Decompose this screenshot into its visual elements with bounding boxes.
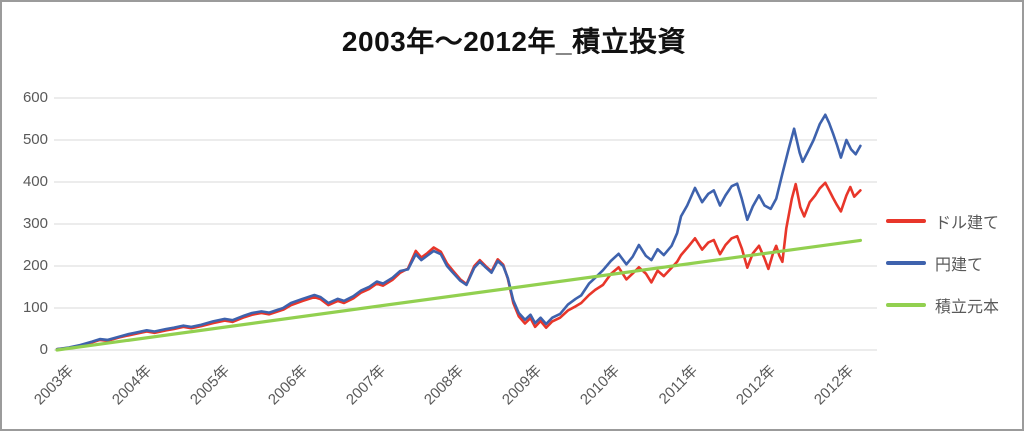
plot-area [54,97,877,352]
legend-label: 積立元本 [935,299,1000,316]
legend-label: ドル建て [935,215,1000,232]
series-line-円建て [55,113,862,351]
x-axis-label: 2007年 [342,362,390,409]
legend-item: 積立元本 [886,284,999,326]
legend-item: ドル建て [886,200,999,242]
legend-label: 円建て [935,257,984,274]
legend-swatch-icon [886,303,926,307]
x-axis-label: 2009年 [498,362,546,409]
x-axis-label: 2008年 [420,362,468,409]
x-axis-label: 2004年 [108,362,156,409]
y-axis-label: 0 [39,341,48,358]
x-axis-label: 2012年 [810,362,858,409]
series-line-ドル建て [55,181,862,351]
y-axis-label: 400 [22,173,48,190]
chart-title: 2003年〜2012年_積立投資 [341,26,687,57]
y-axis-label: 500 [22,131,48,148]
legend: ドル建て円建て積立元本 [886,200,999,326]
legend-item: 円建て [886,242,999,284]
legend-swatch-icon [886,219,926,223]
x-axis-label: 2005年 [186,362,234,409]
y-axis-label: 200 [22,257,48,274]
legend-swatch-icon [886,261,926,265]
x-axis-label: 2003年 [30,362,78,409]
y-axis-label: 100 [22,299,48,316]
y-axis-label: 600 [22,89,48,106]
x-axis-label: 2011年 [655,362,702,408]
x-axis-label: 2006年 [264,362,312,409]
x-axis-label: 2010年 [576,362,624,409]
y-axis-label: 300 [22,215,48,232]
series-line-積立元本 [55,238,863,352]
x-axis-label: 2012年 [732,362,780,409]
